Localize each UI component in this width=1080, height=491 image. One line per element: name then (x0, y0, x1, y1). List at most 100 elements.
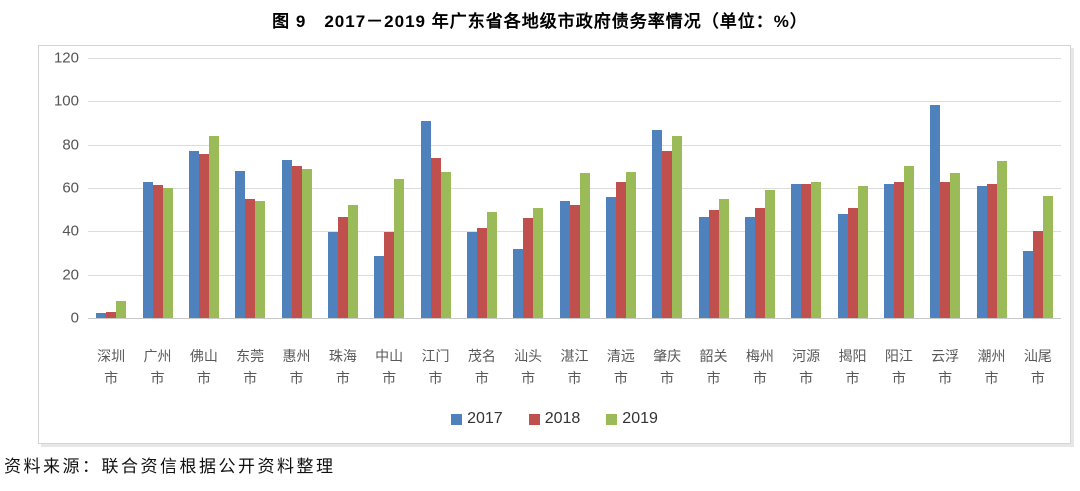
x-axis-category-label: 茂名市 (467, 348, 496, 386)
bar (837, 214, 848, 318)
x-axis-category-label: 韶关市 (699, 348, 728, 386)
bar (718, 198, 729, 318)
bar (930, 104, 941, 318)
bar (255, 201, 266, 318)
x-axis-category-label: 揭阳市 (838, 348, 867, 386)
x-axis-category-label: 阳江市 (884, 348, 913, 386)
bar (245, 198, 256, 318)
bar (440, 171, 451, 318)
x-axis-category-label: 广州市 (143, 348, 172, 386)
bar (301, 168, 312, 318)
bar (559, 201, 570, 318)
bar (857, 185, 868, 318)
bar (523, 218, 534, 318)
bar (162, 188, 173, 318)
bar (893, 181, 904, 318)
bar (698, 217, 709, 318)
bar (394, 179, 405, 318)
x-axis-labels: 深圳市 广州市 佛山市 东莞市 惠州市 珠海市 中山市 江门市 茂名市 汕头市 湛江市 清远市 肇庆市韶… (88, 346, 1061, 398)
legend-item: 2017 (451, 410, 503, 428)
figure-title: 图 9 2017－2019 年广东省各地级市政府债务率情况（单位：%） (272, 12, 808, 31)
bar (235, 170, 246, 318)
bar (672, 136, 683, 318)
legend-label: 2018 (544, 410, 581, 427)
y-axis-tick-label: 20 (62, 266, 79, 284)
bar (96, 312, 107, 318)
bar (430, 157, 441, 318)
bar (198, 154, 209, 318)
legend: 2017 2018 2019 (39, 410, 1070, 428)
legend-item: 2018 (528, 410, 581, 428)
y-axis-tick-label: 40 (62, 222, 79, 240)
bar (152, 184, 163, 318)
y-axis-tick-label: 80 (62, 136, 79, 154)
legend-label: 2019 (622, 410, 658, 427)
x-axis-category-label: 汕尾市 (1023, 348, 1052, 386)
bar (615, 181, 626, 318)
x-axis-category-label: 中山市 (375, 348, 404, 386)
x-axis-category-label: 佛山市 (189, 348, 218, 386)
y-axis-tick-label: 0 (70, 309, 79, 327)
bar (513, 248, 524, 318)
x-axis-category-label: 肇庆市 (653, 348, 682, 386)
legend-label: 2017 (467, 410, 503, 427)
bar (708, 209, 719, 318)
bar (847, 207, 858, 318)
bar (476, 228, 487, 318)
gridline (88, 101, 1061, 103)
x-axis-category-label: 梅州市 (745, 348, 774, 386)
bar (764, 190, 775, 318)
bar (347, 205, 358, 318)
x-axis-category-label: 云浮市 (931, 348, 960, 386)
bar (811, 181, 822, 318)
chart-area: 0 20 40 60 80 100 120 深圳市 广州市 佛山市 东莞市 惠州市 珠海市 中山市 江门市… (38, 45, 1071, 444)
bar (281, 159, 292, 318)
bar (142, 181, 153, 318)
y-axis-tick-label: 60 (62, 179, 79, 197)
bar (744, 217, 755, 318)
bar (986, 183, 997, 318)
bar (579, 172, 590, 318)
bar (291, 166, 302, 318)
x-axis-category-label: 潮州市 (977, 348, 1006, 386)
gridline (88, 318, 1061, 319)
bar (486, 211, 497, 318)
legend-swatch-icon (451, 413, 463, 425)
bar (1032, 231, 1043, 318)
bar (754, 207, 765, 318)
bar (1022, 250, 1033, 318)
bar (791, 183, 802, 318)
source-note: 资料来源：联合资信根据公开资料整理 (4, 457, 336, 476)
bar (801, 183, 812, 318)
legend-swatch-icon (528, 413, 540, 425)
bar (662, 151, 673, 318)
bar (188, 151, 199, 318)
x-axis-category-label: 惠州市 (282, 348, 311, 386)
bar (1042, 195, 1053, 318)
y-axis-tick-label: 120 (53, 49, 79, 67)
bar (950, 172, 961, 318)
bar (940, 181, 951, 318)
legend-swatch-icon (606, 413, 618, 425)
x-axis-category-label: 清远市 (606, 348, 635, 386)
bar (605, 196, 616, 318)
x-axis-category-label: 东莞市 (236, 348, 265, 386)
bar (976, 185, 987, 318)
bar (106, 311, 117, 318)
bar (996, 160, 1007, 318)
x-axis-category-label: 江门市 (421, 348, 450, 386)
x-axis-category-label: 湛江市 (560, 348, 589, 386)
plot-area: 0 20 40 60 80 100 120 (54, 50, 1061, 327)
bar (652, 129, 663, 318)
legend-item: 2019 (606, 410, 658, 428)
bar (116, 300, 127, 318)
x-axis-category-label: 珠海市 (328, 348, 357, 386)
bar (384, 232, 395, 318)
bar (625, 171, 636, 318)
bar (208, 136, 219, 318)
gridline (88, 144, 1061, 146)
bar (374, 256, 385, 318)
bar (883, 183, 894, 318)
bar (533, 207, 544, 318)
